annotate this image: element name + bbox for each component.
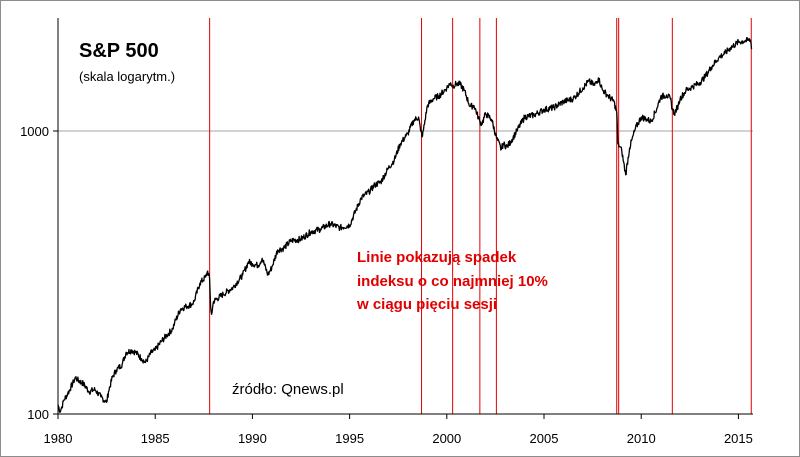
axes bbox=[57, 18, 753, 415]
chart-title: S&P 500 bbox=[79, 40, 159, 62]
tick-labels: 1980 1985 1990 1995 2000 2005 2010 2015 100 1000 bbox=[20, 124, 753, 446]
sp500-series-line bbox=[57, 36, 753, 413]
x-tick-label-2000: 2000 bbox=[432, 431, 461, 446]
annotation-line-1: Linie pokazują spadek bbox=[357, 249, 517, 266]
event-markers bbox=[209, 18, 752, 414]
x-tick-label-1980: 1980 bbox=[44, 431, 73, 446]
series-layer bbox=[57, 36, 753, 413]
x-tick-label-2015: 2015 bbox=[724, 431, 753, 446]
source-label: źródło: Qnews.pl bbox=[232, 381, 344, 398]
x-tick-label-1995: 1995 bbox=[335, 431, 364, 446]
x-tick-label-1990: 1990 bbox=[238, 431, 267, 446]
y-tick-label-100: 100 bbox=[27, 407, 49, 422]
x-tick-label-2005: 2005 bbox=[530, 431, 559, 446]
annotation-line-3: w ciągu pięciu sesji bbox=[356, 296, 497, 313]
y-tick-label-1000: 1000 bbox=[20, 124, 49, 139]
x-tick-label-1985: 1985 bbox=[141, 431, 170, 446]
chart-subtitle: (skala logarytm.) bbox=[79, 69, 175, 84]
annotation-line-2: indeksu o co najmniej 10% bbox=[357, 273, 548, 290]
x-tick-label-2010: 2010 bbox=[627, 431, 656, 446]
